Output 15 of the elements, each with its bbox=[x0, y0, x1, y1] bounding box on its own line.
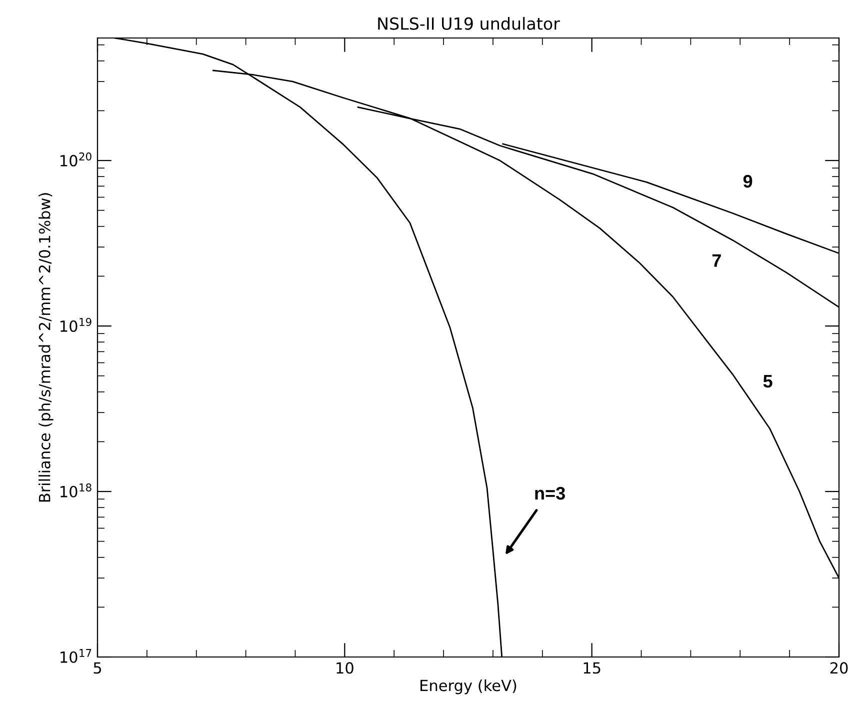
annotation: 9 bbox=[743, 174, 752, 188]
x-tick-label: 10 bbox=[336, 662, 354, 674]
y-tick-label: 10$^{19}$ bbox=[60, 318, 92, 332]
y-tick-label: 10$^{17}$ bbox=[60, 649, 92, 663]
annotation: 7 bbox=[712, 254, 721, 267]
x-tick-label: 15 bbox=[584, 662, 600, 674]
y-tick-label: 10$^{20}$ bbox=[60, 152, 92, 166]
chart-title: NSLS-II U19 undulator bbox=[378, 17, 560, 30]
x-tick-label: 20 bbox=[830, 662, 848, 674]
y-tick-label: 10$^{18}$ bbox=[60, 483, 92, 498]
y-axis-title: Brilliance (ph/s/mrad^2/mm^2/0.1%bw) bbox=[38, 193, 54, 502]
annotation: n=3 bbox=[535, 486, 565, 500]
x-tick-label: 5 bbox=[94, 662, 102, 674]
annotation: 5 bbox=[763, 375, 772, 388]
x-axis-title: Energy (keV) bbox=[420, 679, 516, 694]
